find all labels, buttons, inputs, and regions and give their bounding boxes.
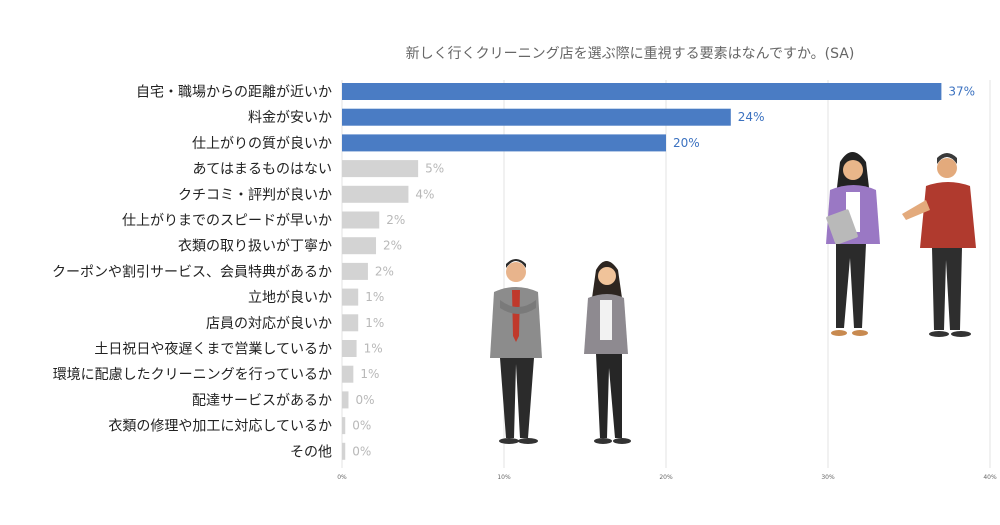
bar [342,108,731,126]
bar [342,185,409,203]
value-label: 37% [948,85,975,99]
category-label: 環境に配慮したクリーニングを行っているか [53,367,332,383]
value-label: 2% [383,239,402,253]
category-label: 自宅・職場からの距離が近いか [136,84,332,101]
value-label: 2% [386,213,405,227]
value-label: 1% [365,290,384,304]
bar [342,391,349,409]
value-label: 2% [375,264,394,278]
value-label: 5% [425,162,444,176]
x-tick-label: 10% [497,474,511,481]
category-label: 料金が安いか [248,110,332,126]
category-label: 衣類の取り扱いが丁寧か [178,238,332,255]
category-label: 土日祝日や夜遅くまで営業しているか [94,342,332,358]
chart-title: 新しく行くクリーニング店を選ぶ際に重視する要素はなんですか。(SA) [406,46,855,62]
x-tick-label: 30% [821,474,835,481]
value-label: 0% [352,444,371,458]
value-label: 24% [738,110,765,124]
value-label: 1% [365,316,384,330]
x-axis-ticks: 0% 10% 20% 30% 40% [337,474,997,481]
x-tick-label: 0% [337,474,347,481]
value-label: 0% [355,393,374,407]
bar [342,134,666,152]
category-label: 衣類の修理や加工に対応しているか [108,419,332,435]
bar [342,417,346,435]
bar-series [342,83,942,460]
bar [342,262,368,280]
value-label: 1% [364,342,383,356]
category-label: 仕上がりまでのスピードが早いか [122,213,332,229]
x-tick-label: 40% [983,474,997,481]
bar [342,365,354,383]
value-labels: 37% 24% 20% 5% 4% 2% 2% 2% 1% 1% 1% 1% 0% 0% 0% [352,85,975,459]
category-label: 配達サービスがあるか [192,393,332,409]
bar [342,442,346,460]
category-label: あてはまるものはない [193,162,332,178]
category-label: 仕上がりの質が良いか [192,136,332,152]
bar [342,288,359,306]
bar [342,314,359,332]
bar [342,237,377,255]
category-label: その他 [290,444,332,460]
category-label: 店員の対応が良いか [206,316,332,332]
category-labels: 自宅・職場からの距離が近いか料金が安いか仕上がりの質が良いかあてはまるものはない… [52,84,332,461]
bar [342,340,357,357]
bar [342,160,419,178]
value-label: 1% [360,367,379,381]
value-label: 20% [673,136,700,150]
bar [342,83,942,100]
category-label: クーポンや割引サービス、会員特典があるか [52,263,332,280]
value-label: 4% [415,187,434,201]
category-label: 立地が良いか [248,290,332,306]
x-tick-label: 20% [659,474,673,481]
value-label: 0% [352,419,371,433]
category-label: クチコミ・評判が良いか [178,187,332,203]
bar [342,211,380,229]
